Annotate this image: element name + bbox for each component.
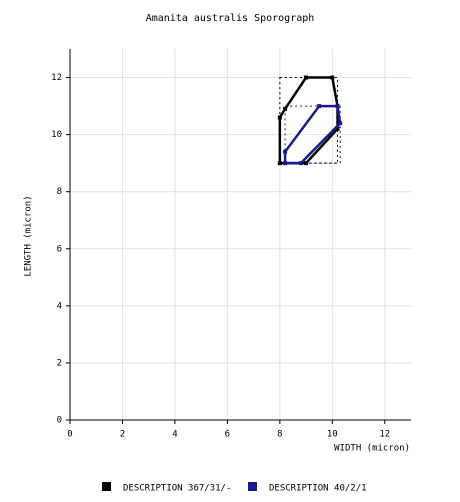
y-tick-label: 12 <box>51 73 62 83</box>
y-tick-label: 2 <box>57 358 62 368</box>
y-tick-label: 0 <box>57 416 62 426</box>
vertex-marker <box>317 104 322 109</box>
legend-label: DESCRIPTION 40/2/1 <box>269 484 367 494</box>
legend-swatch <box>102 482 111 491</box>
vertex-marker <box>277 115 282 120</box>
vertex-marker <box>298 161 303 166</box>
y-tick-label: 8 <box>57 187 62 197</box>
x-tick-label: 0 <box>67 430 72 440</box>
x-tick-label: 12 <box>379 430 390 440</box>
vertex-marker <box>283 149 288 154</box>
vertex-marker <box>277 161 282 166</box>
vertex-marker <box>330 75 335 80</box>
x-tick-label: 4 <box>172 430 177 440</box>
x-tick-label: 8 <box>277 430 282 440</box>
vertex-marker <box>304 75 309 80</box>
legend-label: DESCRIPTION 367/31/- <box>123 484 231 494</box>
vertex-marker <box>335 126 340 131</box>
range-box <box>284 105 341 164</box>
vertex-marker <box>283 161 288 166</box>
y-tick-label: 10 <box>51 130 62 140</box>
x-axis-label: WIDTH (micron) <box>334 444 410 454</box>
y-tick-label: 4 <box>57 301 62 311</box>
y-axis-label: LENGTH (micron) <box>24 195 34 276</box>
y-tick-label: 6 <box>57 244 62 254</box>
x-tick-label: 6 <box>225 430 230 440</box>
vertex-marker <box>335 104 340 109</box>
legend-swatch <box>248 482 257 491</box>
x-tick-label: 2 <box>120 430 125 440</box>
x-tick-label: 10 <box>327 430 338 440</box>
chart-title: Amanita australis Sporograph <box>146 13 315 24</box>
vertex-marker <box>338 121 343 126</box>
